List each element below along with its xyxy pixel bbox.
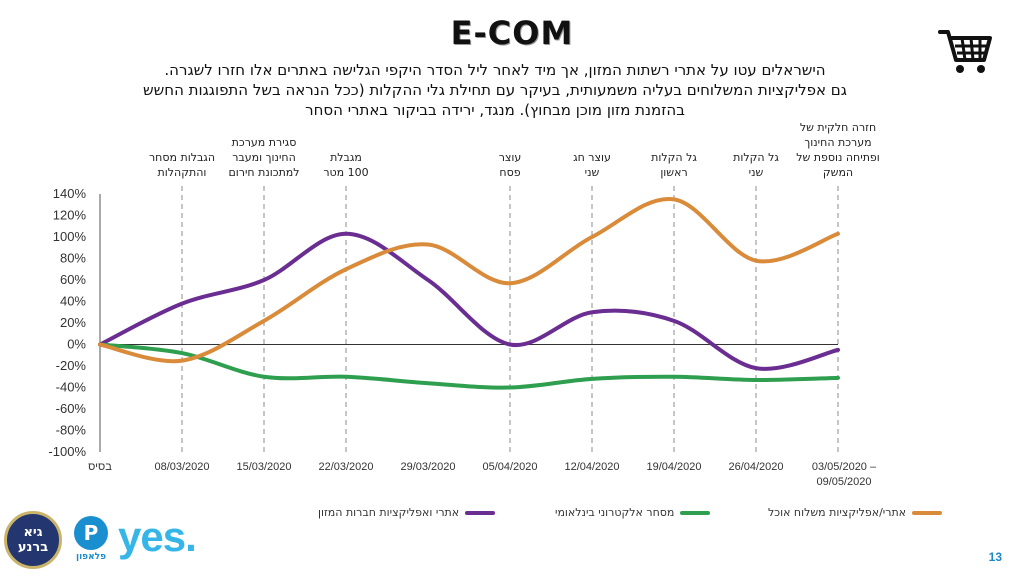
y-tick-label: 80%	[60, 251, 86, 266]
x-tick-label: 19/04/2020	[646, 461, 701, 473]
event-label: סגירת מערכת	[232, 136, 297, 149]
event-label: חזרה חלקית של	[800, 121, 876, 134]
y-tick-label: 60%	[60, 272, 86, 287]
page-number: 13	[988, 550, 1002, 564]
event-label: עוצר חג	[573, 151, 611, 164]
event-label: גל הקלות	[733, 151, 779, 164]
legend-label: אתרי/אפליקציות משלוח אוכל	[768, 506, 907, 519]
x-tick-label: 15/03/2020	[236, 461, 291, 473]
event-label: ופתיחה נוספת של	[796, 151, 880, 164]
y-tick-label: -80%	[56, 423, 87, 438]
x-tick-label: 26/04/2020	[728, 461, 783, 473]
subtitle: הישראלים עטו על אתרי רשתות המזון, אך מיד…	[30, 60, 960, 120]
x-tick-label: 29/03/2020	[400, 461, 455, 473]
y-tick-label: 140%	[53, 186, 87, 201]
legend-item: אתרי/אפליקציות משלוח אוכל	[768, 506, 943, 519]
legend-label: אתרי ואפליקציות חברות המזון	[318, 506, 460, 519]
series-line-1	[98, 231, 840, 371]
pelephone-wordmark: פלאפון	[75, 552, 106, 562]
legend-item: מסחר אלקטרוני בינלאומי	[555, 506, 711, 519]
y-tick-label: 120%	[53, 208, 87, 223]
page-title: E-COM	[450, 14, 574, 52]
subtitle-line: גם אפליקציות המשלוחים בעליה משמעותית, בע…	[143, 81, 847, 99]
x-tick-label: 09/05/2020	[816, 476, 871, 488]
x-tick-label: בסיס	[88, 461, 112, 473]
event-label: שני	[585, 166, 600, 179]
x-tick-label: 12/04/2020	[564, 461, 619, 473]
y-tick-label: 20%	[60, 315, 86, 330]
event-label: שני	[749, 166, 764, 179]
x-tick-label: 03/05/2020 –	[812, 461, 877, 473]
y-tick-label: -40%	[56, 380, 87, 395]
pelephone-logo: P פלאפון	[70, 512, 112, 570]
guy-barnea-logo: גיא ברנע	[4, 511, 62, 569]
legend-swatch	[465, 510, 496, 515]
y-tick-label: 100%	[53, 229, 87, 244]
series-line-2	[98, 342, 840, 390]
event-label: למתכונת חירום	[228, 166, 299, 179]
y-tick-label: -100%	[48, 444, 86, 459]
legend-label: מסחר אלקטרוני בינלאומי	[555, 506, 675, 519]
y-tick-label: 0%	[67, 337, 86, 352]
subtitle-line: בהזמנת מזון מוכן מבחוץ). מנגד, ירידה בבי…	[305, 101, 685, 119]
subtitle-line: הישראלים עטו על אתרי רשתות המזון, אך מיד…	[164, 61, 826, 79]
event-label: גל הקלות	[651, 151, 697, 164]
y-tick-label: -60%	[56, 401, 87, 416]
event-label: הגבלות מסחר	[149, 151, 215, 164]
y-tick-label: -20%	[56, 358, 87, 373]
event-label: החינוך ומעבר	[232, 151, 296, 164]
pelephone-mark: P	[74, 516, 108, 550]
legend-item: אתרי ואפליקציות חברות המזון	[318, 506, 496, 519]
x-tick-label: 05/04/2020	[482, 461, 537, 473]
event-label: עוצר	[499, 151, 522, 164]
x-tick-label: 08/03/2020	[154, 461, 209, 473]
event-label: מגבלת	[330, 151, 362, 164]
legend-swatch	[680, 510, 711, 515]
series-line-3	[98, 197, 840, 364]
x-tick-label: 22/03/2020	[318, 461, 373, 473]
event-label: פסח	[499, 166, 520, 179]
event-label: המשק	[823, 166, 853, 179]
shopping-cart-icon	[938, 30, 992, 73]
yes-logo: yes.	[118, 513, 197, 560]
event-label: 100 מטר	[323, 166, 368, 179]
legend-swatch	[912, 510, 943, 515]
event-label: מערכת החינוך	[804, 136, 871, 149]
event-label: והתקהלות	[158, 166, 207, 179]
y-tick-label: 40%	[60, 294, 86, 309]
event-label: ראשון	[660, 166, 687, 179]
